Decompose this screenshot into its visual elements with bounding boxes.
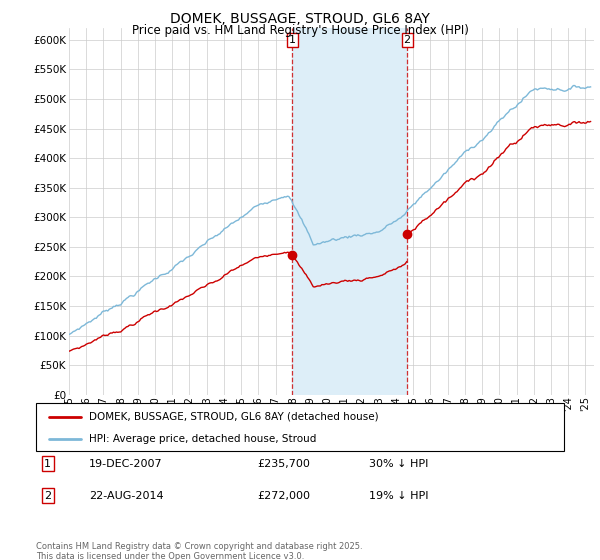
Text: 30% ↓ HPI: 30% ↓ HPI [368, 459, 428, 469]
Text: 22-AUG-2014: 22-AUG-2014 [89, 491, 163, 501]
Text: 1: 1 [289, 35, 296, 45]
FancyBboxPatch shape [36, 403, 564, 451]
Text: 19-DEC-2007: 19-DEC-2007 [89, 459, 163, 469]
Text: £272,000: £272,000 [258, 491, 311, 501]
Text: Price paid vs. HM Land Registry's House Price Index (HPI): Price paid vs. HM Land Registry's House … [131, 24, 469, 36]
Text: 2: 2 [44, 491, 51, 501]
Text: DOMEK, BUSSAGE, STROUD, GL6 8AY (detached house): DOMEK, BUSSAGE, STROUD, GL6 8AY (detache… [89, 412, 379, 422]
Text: 2: 2 [404, 35, 410, 45]
Text: DOMEK, BUSSAGE, STROUD, GL6 8AY: DOMEK, BUSSAGE, STROUD, GL6 8AY [170, 12, 430, 26]
Text: Contains HM Land Registry data © Crown copyright and database right 2025.
This d: Contains HM Land Registry data © Crown c… [36, 542, 362, 560]
Text: £235,700: £235,700 [258, 459, 311, 469]
Text: 19% ↓ HPI: 19% ↓ HPI [368, 491, 428, 501]
Text: HPI: Average price, detached house, Stroud: HPI: Average price, detached house, Stro… [89, 434, 316, 444]
Bar [292, 28, 407, 395]
Text: 1: 1 [44, 459, 51, 469]
